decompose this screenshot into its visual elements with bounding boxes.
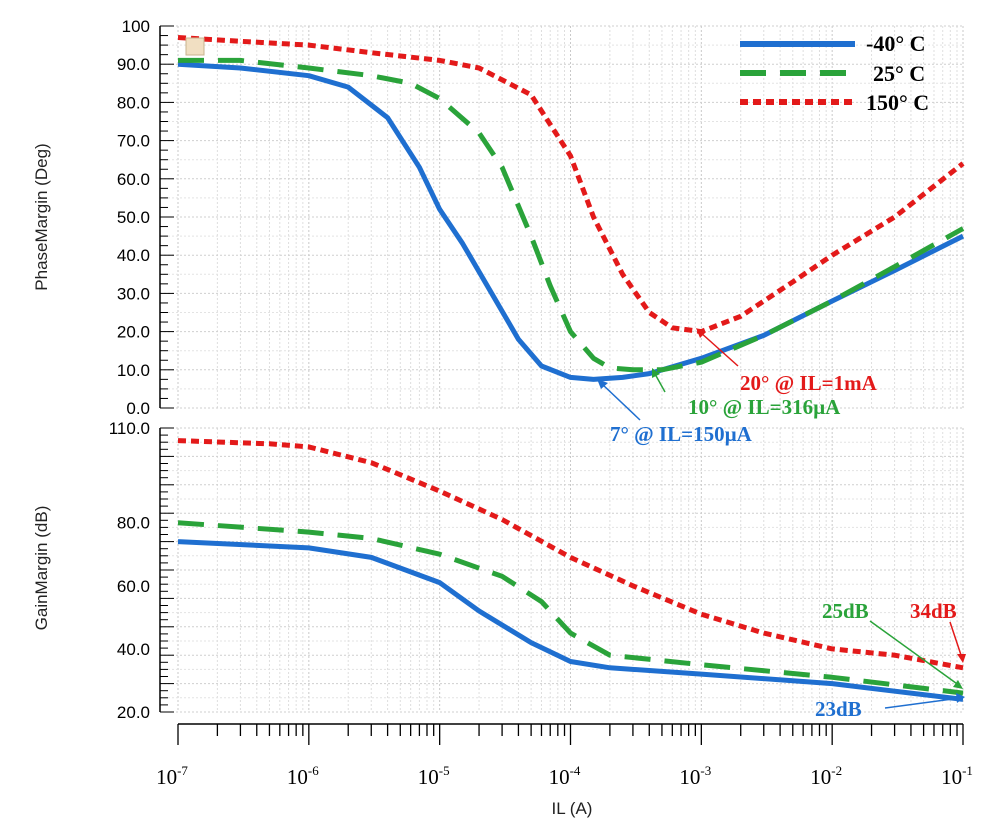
phase-y-tick-label: 20.0 [117,323,150,342]
phase-y-tick-label: 90.0 [117,55,150,74]
gain-plot-grid [160,427,964,713]
legend-label-minus40: -40° C [866,31,926,56]
gain-y-tick-label: 40.0 [117,640,150,659]
annotation-phase-blue-label: 7° @ IL=150µA [610,422,753,446]
phase-y-tick-label: 10.0 [117,361,150,380]
x-tick-label: 10-2 [810,763,842,789]
x-axis-title: IL (A) [552,799,593,818]
gain-y-tick-label: 60.0 [117,577,150,596]
annotation-gain-green: 25dB [822,599,963,689]
gain-y-axis-title: GainMargin (dB) [32,506,51,631]
phase-y-tick-label: 50.0 [117,208,150,227]
annotation-gain-blue: 23dB [815,693,965,721]
x-tick-label: 10-4 [549,763,581,789]
gain-y-tick-label: 110.0 [109,419,150,438]
annotation-gain-red: 34dB [910,599,966,663]
annotation-phase-green: 10° @ IL=316µA [652,368,841,419]
annotation-gain-red-label: 34dB [910,599,957,623]
phase-y-tick-label: 30.0 [117,284,150,303]
cursor-marker-icon [185,37,205,56]
phase-y-tick-label: 70.0 [117,132,150,151]
phase-y-tick-label: 40.0 [117,246,150,265]
legend-label-25: 25° C [873,61,925,86]
x-ticks: 10-7 10-6 10-5 10-4 10-3 10-2 10-1 [156,724,973,789]
annotation-gain-green-label: 25dB [822,599,869,623]
gain-series-25 [177,520,964,696]
x-tick-label: 10-7 [156,763,188,789]
phase-plot-grid [160,25,964,409]
annotation-phase-green-label: 10° @ IL=316µA [688,395,841,419]
legend-label-150: 150° C [866,90,929,115]
phase-series-150 [177,35,965,335]
annotation-phase-red-label: 20° @ IL=1mA [740,371,878,395]
gain-plot-series [177,438,964,702]
phase-y-tick-label: 100 [122,17,150,36]
x-tick-label: 10-6 [287,763,319,789]
legend: -40° C 25° C 150° C [740,31,929,115]
x-tick-label: 10-3 [679,763,711,789]
phase-y-tick-label: 60.0 [117,170,150,189]
gain-y-tick-label: 20.0 [117,703,150,722]
gain-y-tick-label: 80.0 [117,514,150,533]
gain-series-minus40 [177,539,964,702]
gain-series-150 [177,438,964,671]
gain-y-ticks: 20.0 40.0 60.0 80.0 110.0 [109,419,174,722]
phase-y-tick-label: 80.0 [117,93,150,112]
annotation-phase-blue: 7° @ IL=150µA [597,379,753,446]
phase-y-axis-title: PhaseMargin (Deg) [32,143,51,290]
x-tick-label: 10-5 [418,763,450,789]
annotation-phase-red: 20° @ IL=1mA [696,328,878,395]
annotation-gain-blue-label: 23dB [815,697,862,721]
x-tick-label: 10-1 [941,763,973,789]
phase-y-tick-label: 0.0 [126,399,150,418]
phase-y-ticks: 0.0 10.0 20.0 30.0 40.0 50.0 60.0 70.0 80.0 90.0 1… [117,17,174,418]
phase-series-25 [178,57,965,373]
phase-plot-series [177,35,965,382]
